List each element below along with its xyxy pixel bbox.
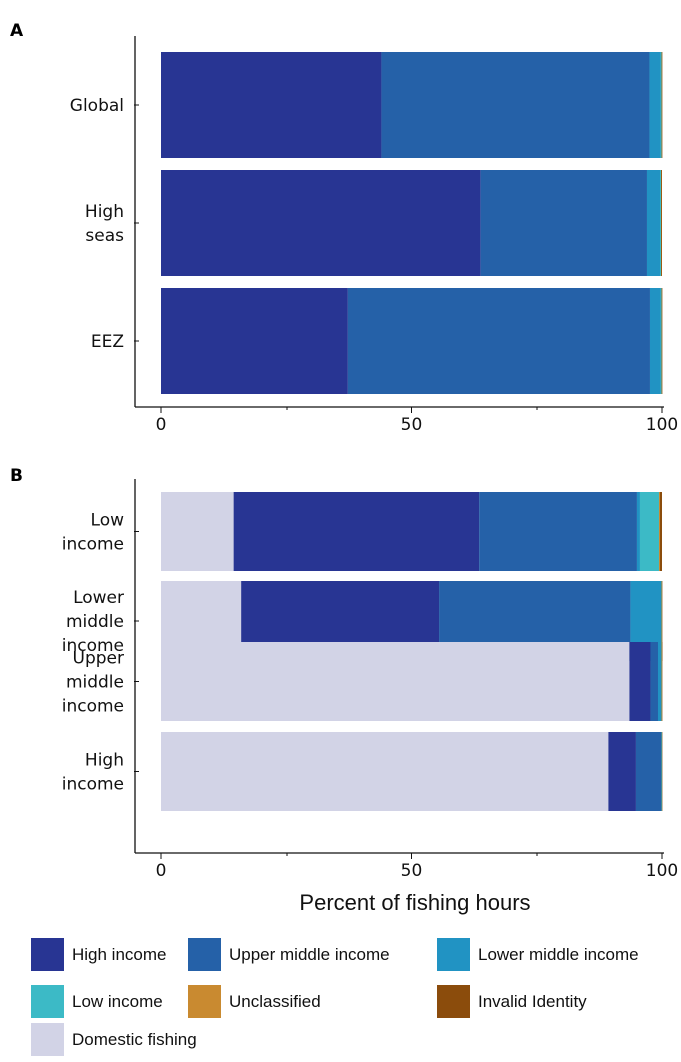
bar-a-global-upper-middle-income [381, 52, 650, 158]
bar-b-lower-middle-income-invalid-identity [661, 581, 663, 661]
x-tick-label: 50 [401, 415, 423, 435]
category-label-high-seas: High [85, 202, 124, 222]
category-label-upper-middle-income: middle [66, 673, 124, 693]
bar-b-low-income-unclassified [658, 492, 660, 571]
category-label-lower-middle-income: Lower [73, 588, 124, 608]
category-label-high-income: High [85, 751, 124, 771]
category-label-eez: EEZ [91, 332, 124, 352]
bar-a-eez-lower-middle-income [649, 288, 661, 394]
bar-b-upper-middle-income-low-income [661, 642, 662, 721]
bar-a-global-lower-middle-income [649, 52, 661, 158]
category-label-high-income: income [62, 775, 124, 795]
category-label-high-seas: seas [85, 226, 124, 246]
category-label-global: Global [70, 96, 124, 116]
x-tick-label: 0 [156, 415, 167, 435]
category-label-low-income: Low [91, 511, 125, 531]
panel-b-plot: LowincomeLowermiddleincomeUppermiddleinc… [62, 479, 678, 881]
category-label-low-income: income [62, 535, 124, 555]
bar-b-high-income-invalid-identity [661, 732, 663, 811]
bar-a-eez-high-income [161, 288, 348, 394]
bar-a-high-seas-lower-middle-income [646, 170, 660, 276]
category-label-upper-middle-income: Upper [73, 649, 124, 669]
bar-b-upper-middle-income-high-income [629, 642, 651, 721]
bar-b-upper-middle-income-domestic-fishing [161, 642, 630, 721]
bar-a-global-high-income [161, 52, 382, 158]
bar-a-high-seas-high-income [161, 170, 481, 276]
bar-b-upper-middle-income-lower-middle-income [657, 642, 661, 721]
bar-b-low-income-low-income [639, 492, 659, 571]
bar-a-global-low-income [660, 52, 662, 158]
x-axis-label: Percent of fishing hours [299, 890, 530, 915]
x-tick-label: 100 [646, 861, 678, 881]
bar-a-global-invalid-identity [661, 52, 663, 158]
bar-b-high-income-high-income [608, 732, 636, 811]
bar-b-high-income-lower-middle-income [661, 732, 662, 811]
bar-a-high-seas-invalid-identity [661, 170, 662, 276]
panel-a-letter: A [10, 21, 24, 41]
bar-b-low-income-upper-middle-income [479, 492, 637, 571]
bar-a-high-seas-low-income [660, 170, 661, 276]
category-label-lower-middle-income: income [62, 636, 124, 656]
bar-a-eez-invalid-identity [661, 288, 663, 394]
x-tick-label: 50 [401, 861, 423, 881]
bar-a-eez-low-income [660, 288, 662, 394]
bar-a-eez-upper-middle-income [347, 288, 650, 394]
bar-b-high-income-domestic-fishing [161, 732, 609, 811]
bar-b-low-income-invalid-identity [660, 492, 662, 571]
bar-b-low-income-domestic-fishing [161, 492, 234, 571]
category-label-lower-middle-income: middle [66, 612, 124, 632]
x-tick-label: 0 [156, 861, 167, 881]
bar-b-low-income-lower-middle-income [636, 492, 640, 571]
panel-a-plot: Global High seas EEZ 0 50 100 [70, 36, 678, 435]
x-tick-label: 100 [646, 415, 678, 435]
category-label-upper-middle-income: income [62, 697, 124, 717]
bar-b-low-income-high-income [233, 492, 480, 571]
bar-b-upper-middle-income-invalid-identity [661, 642, 663, 721]
bar-a-high-seas-upper-middle-income [480, 170, 647, 276]
bar-b-high-income-upper-middle-income [635, 732, 661, 811]
bar-b-lower-middle-income-low-income [661, 581, 662, 661]
panel-b-letter: B [10, 466, 23, 486]
bar-b-upper-middle-income-upper-middle-income [650, 642, 658, 721]
